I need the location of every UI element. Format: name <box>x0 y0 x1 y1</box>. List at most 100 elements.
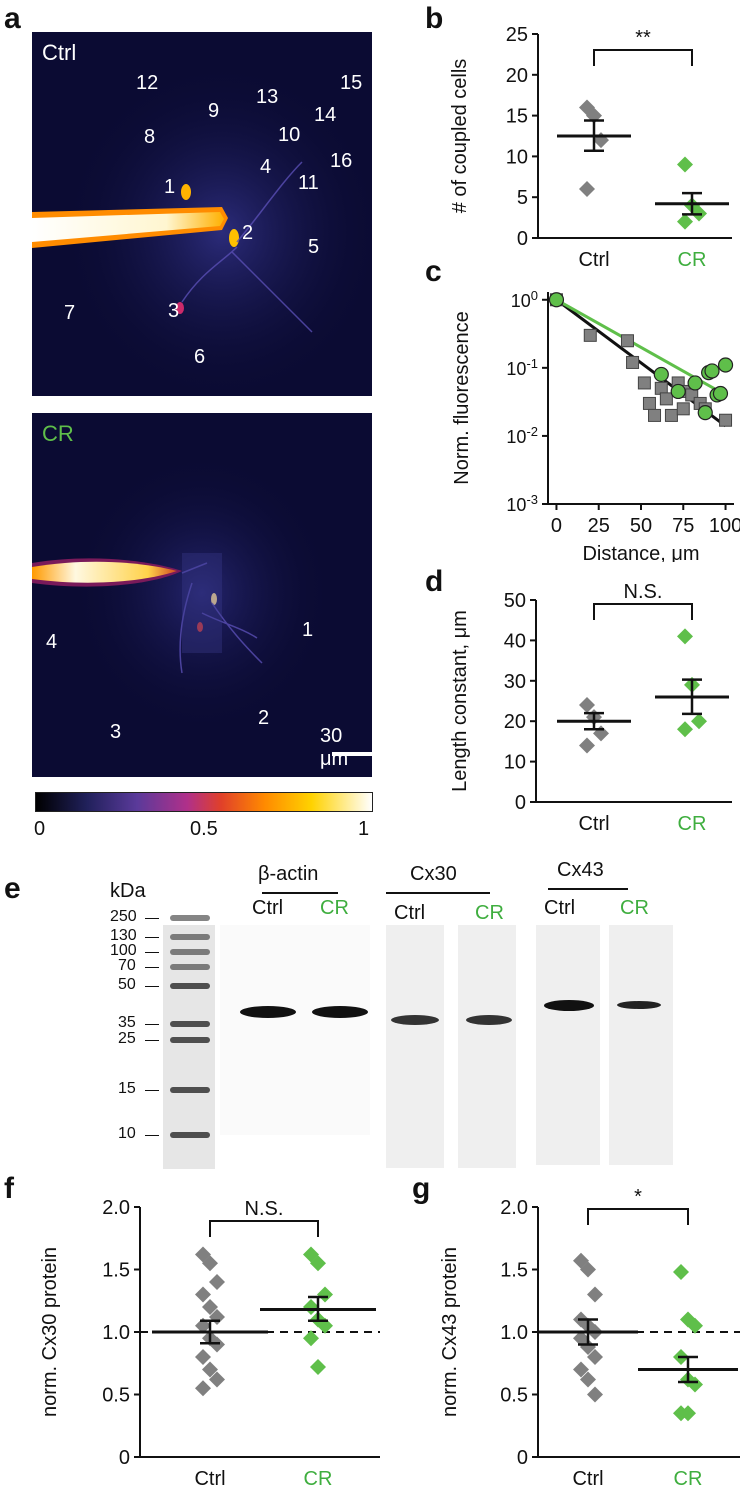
data-point-ctrl <box>620 334 634 348</box>
data-point-cr <box>704 363 720 379</box>
cell-label: 16 <box>330 150 353 172</box>
ladder-band <box>170 1087 210 1093</box>
cx30-blot-ctrl <box>386 925 444 1168</box>
ladder-label: 15 <box>118 1080 136 1097</box>
x-category-label: Ctrl <box>194 1468 225 1490</box>
data-point-ctrl <box>202 1255 218 1272</box>
panel-e-letter: e <box>4 872 21 905</box>
cell-label: 15 <box>340 72 363 94</box>
x-category-label: Ctrl <box>578 813 609 835</box>
data-point-cr <box>310 1359 326 1375</box>
data-point-cr <box>548 292 565 308</box>
y-axis-label: Length constant, μm <box>449 610 471 792</box>
data-point-ctrl <box>587 1349 603 1365</box>
data-point-ctrl <box>573 1361 589 1378</box>
actin-band-ctrl <box>240 1006 296 1018</box>
y-tick-label: 0 <box>119 1447 130 1469</box>
x-category-label: CR <box>304 1468 333 1490</box>
cell-label: 3 <box>168 300 180 322</box>
colorbar <box>35 792 373 812</box>
group-underline <box>548 888 628 890</box>
y-tick-label: 5 <box>517 187 528 209</box>
ladder-tick <box>145 1135 159 1136</box>
cr-micrograph-image <box>32 453 332 733</box>
ladder-band <box>170 964 210 970</box>
cx30-band-ctrl <box>391 1015 439 1025</box>
data-point-cr <box>717 357 734 373</box>
group-underline <box>386 892 490 894</box>
cell-label: 2 <box>258 707 270 729</box>
data-point-ctrl <box>195 1286 211 1303</box>
cx43-blot-cr <box>609 925 673 1165</box>
data-point-ctrl <box>587 1286 603 1303</box>
data-point-ctrl <box>580 1339 596 1355</box>
ladder-label: 250 <box>110 908 137 925</box>
chart-f: 0 0.5 1.0 1.5 2.0 norm. Cx30 protein Ctrl CR N.S… <box>39 1197 380 1490</box>
data-point-cr <box>673 1264 689 1280</box>
cell-label: 7 <box>64 302 76 324</box>
x-category-label: CR <box>674 1468 703 1490</box>
y-tick-label: 1.5 <box>500 1260 528 1282</box>
x-category-label: Ctrl <box>578 249 609 271</box>
data-point-ctrl <box>579 697 595 714</box>
chart-g: 0 0.5 1.0 1.5 2.0 norm. Cx43 protein Ctrl CR * <box>439 1186 740 1490</box>
data-point-ctrl <box>202 1361 218 1378</box>
y-tick-label: 100 <box>511 288 538 311</box>
lane-label-ctrl: Ctrl <box>544 897 576 919</box>
significance-label: N.S. <box>245 1198 284 1220</box>
colorbar-tick-0: 0 <box>34 818 46 840</box>
data-point-ctrl <box>583 328 597 342</box>
x-category-label: Ctrl <box>572 1468 603 1490</box>
panel-g-letter: g <box>412 1172 431 1205</box>
y-tick-label: 0 <box>515 792 526 814</box>
data-point-ctrl <box>637 376 651 390</box>
ladder-band <box>170 1037 210 1043</box>
cell-label: 10 <box>278 124 301 146</box>
significance-label: ** <box>635 27 651 49</box>
data-point-cr <box>303 1330 319 1347</box>
data-point-ctrl <box>593 132 609 149</box>
group-underline <box>262 892 338 894</box>
colorbar-tick-0.5: 0.5 <box>190 818 218 840</box>
panel-d-letter: d <box>425 565 444 598</box>
cell-label: 6 <box>194 346 206 368</box>
cell-label: 4 <box>46 631 58 653</box>
data-point-ctrl <box>195 1349 211 1365</box>
data-point-ctrl <box>209 1371 225 1388</box>
data-point-ctrl <box>579 181 595 198</box>
chart-c: 100 10-1 10-2 10-3 0 25 50 75 100 Distance, μm Nor… <box>451 288 740 562</box>
cr-image-title: CR <box>42 421 74 446</box>
data-point-cr <box>303 1299 319 1315</box>
ladder-label: 10 <box>118 1125 136 1142</box>
y-tick-label: 10-3 <box>506 492 538 515</box>
y-tick-label: 0.5 <box>102 1385 130 1407</box>
cx30-band-cr <box>466 1015 512 1025</box>
scalebar <box>332 752 372 756</box>
ladder-band <box>170 1132 210 1138</box>
panel-a-letter: a <box>4 2 21 35</box>
ladder-tick <box>145 952 159 953</box>
data-point-ctrl <box>664 408 678 422</box>
y-axis-label: norm. Cx43 protein <box>439 1247 461 1417</box>
ladder-band <box>170 949 210 955</box>
panel-b-letter: b <box>425 2 444 35</box>
ladder-label: 50 <box>118 976 136 993</box>
ladder-band <box>170 1021 210 1027</box>
y-tick-label: 15 <box>506 106 528 128</box>
significance-bracket <box>209 1220 319 1237</box>
scalebar-label: 30 μm <box>320 725 349 770</box>
cell-label: 3 <box>110 721 122 743</box>
y-tick-label: 10 <box>506 146 528 168</box>
y-tick-label: 10 <box>504 752 526 774</box>
actin-blot <box>220 925 370 1135</box>
data-point-cr <box>310 1255 326 1272</box>
colorbar-tick-1: 1 <box>358 818 370 840</box>
cell-label: 8 <box>144 126 156 148</box>
ladder-band <box>170 934 210 940</box>
data-point-ctrl <box>580 1371 596 1388</box>
lane-label-cr: CR <box>320 897 349 919</box>
data-point-ctrl <box>659 392 673 406</box>
y-axis-label: Norm. fluorescence <box>451 311 473 484</box>
cx43-blot-ctrl <box>536 925 600 1165</box>
data-point-ctrl <box>676 402 690 416</box>
